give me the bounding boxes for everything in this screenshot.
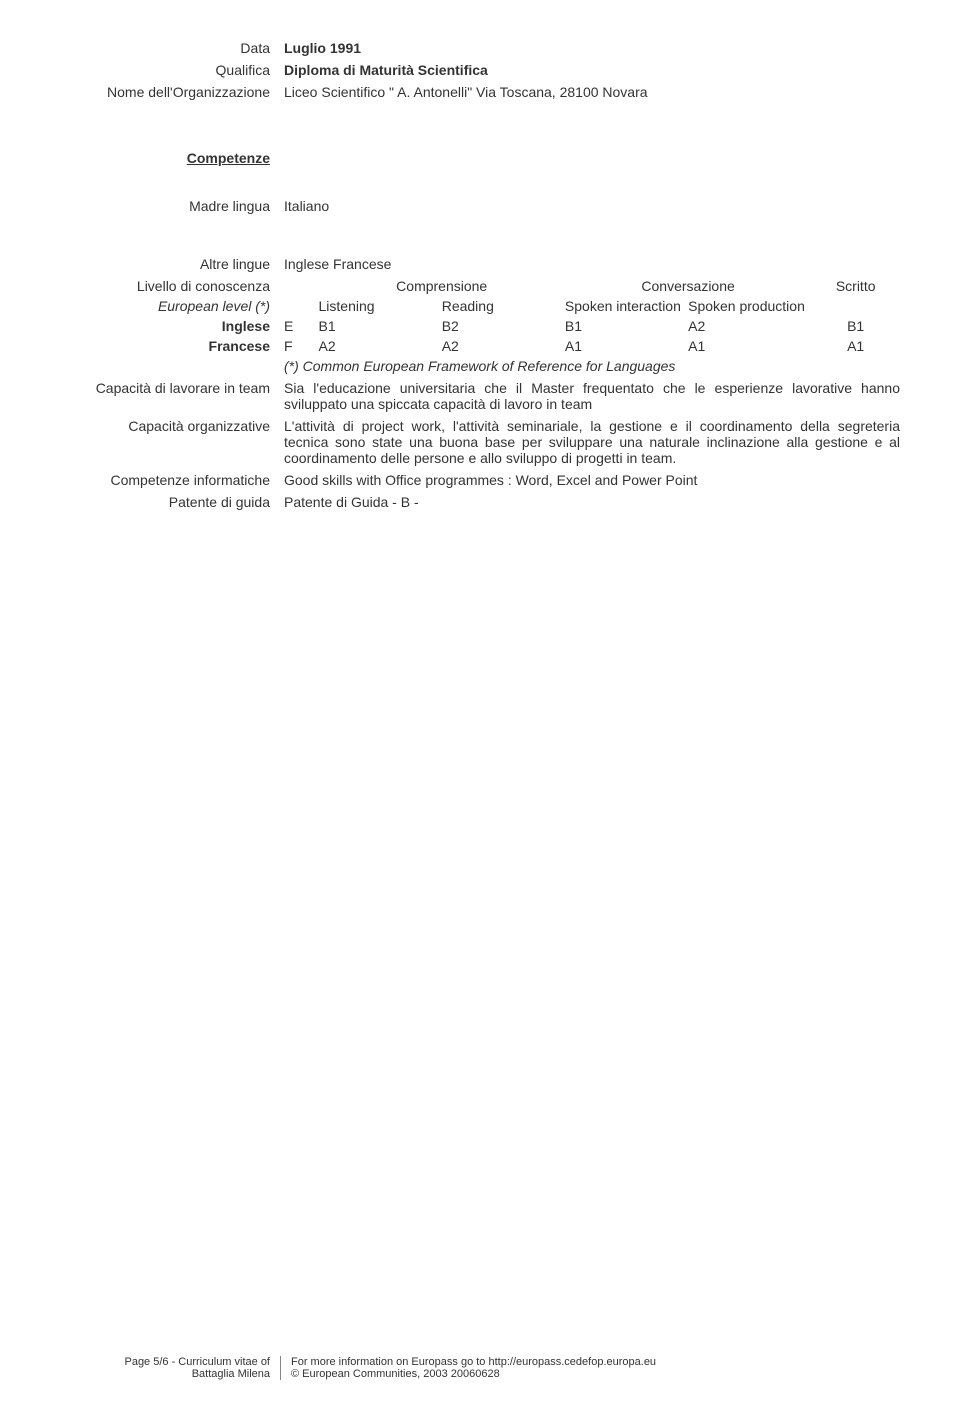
informatiche-label: Competenze informatiche	[60, 472, 284, 488]
lang-prefix: F	[284, 338, 319, 354]
cef-note-row: (*) Common European Framework of Referen…	[60, 358, 900, 374]
footer-right: For more information on Europass go to h…	[281, 1356, 656, 1380]
org-value: Liceo Scientifico " A. Antonelli" Via To…	[284, 84, 900, 100]
lang-name: Inglese	[60, 318, 284, 334]
footer-left: Page 5/6 - Curriculum vitae of Battaglia…	[60, 1356, 281, 1380]
listening-header: Listening	[319, 298, 442, 314]
lang-cell: B1	[811, 318, 900, 334]
org-block: Capacità organizzative L'attività di pro…	[60, 418, 900, 466]
data-value: Luglio 1991	[284, 40, 900, 56]
footer-name: Battaglia Milena	[60, 1368, 270, 1380]
reading-header: Reading	[442, 298, 565, 314]
footer-copyright: © European Communities, 2003 20060628	[291, 1368, 656, 1380]
competenze-heading: Competenze	[60, 106, 284, 186]
lang-cell: A1	[688, 338, 811, 354]
lang-cell: A2	[442, 338, 565, 354]
language-table: Livello di conoscenza Comprensione Conve…	[60, 278, 900, 374]
madre-lingua-row: Madre lingua Italiano	[60, 192, 900, 250]
livello-label: Livello di conoscenza	[60, 278, 284, 294]
altre-label: Altre lingue	[60, 256, 284, 272]
lang-header-1: Livello di conoscenza Comprensione Conve…	[60, 278, 900, 294]
org-cap-label: Capacità organizzative	[60, 418, 284, 466]
comprensione-header: Comprensione	[319, 278, 565, 294]
lang-row-inglese: Inglese E B1 B2 B1 A2 B1	[60, 318, 900, 334]
lang-cell: B2	[442, 318, 565, 334]
team-label: Capacità di lavorare in team	[60, 380, 284, 412]
spoken-int-header: Spoken interaction	[565, 298, 688, 314]
lang-cell: A1	[811, 338, 900, 354]
lang-name: Francese	[60, 338, 284, 354]
team-block: Capacità di lavorare in team Sia l'educa…	[60, 380, 900, 412]
patente-label: Patente di guida	[60, 494, 284, 510]
lang-cell: B1	[319, 318, 442, 334]
patente-text: Patente di Guida - B -	[284, 494, 900, 510]
org-cap-text: L'attività di project work, l'attività s…	[284, 418, 900, 466]
qualifica-value: Diploma di Maturità Scientifica	[284, 62, 900, 78]
informatiche-block: Competenze informatiche Good skills with…	[60, 472, 900, 488]
competenze-heading-row: Competenze	[60, 106, 900, 186]
page-footer: Page 5/6 - Curriculum vitae of Battaglia…	[60, 1356, 900, 1380]
qualifica-row: Qualifica Diploma di Maturità Scientific…	[60, 62, 900, 78]
lang-row-francese: Francese F A2 A2 A1 A1 A1	[60, 338, 900, 354]
lang-prefix: E	[284, 318, 319, 334]
lang-cell: A1	[565, 338, 688, 354]
european-level-label: European level (*)	[60, 298, 284, 314]
informatiche-text: Good skills with Office programmes : Wor…	[284, 472, 900, 488]
data-label: Data	[60, 40, 284, 56]
team-text: Sia l'educazione universitaria che il Ma…	[284, 380, 900, 412]
madre-value: Italiano	[284, 198, 900, 214]
lang-cell: B1	[565, 318, 688, 334]
lang-cell: A2	[319, 338, 442, 354]
footer-page: Page 5/6 - Curriculum vitae of	[60, 1356, 270, 1368]
org-label: Nome dell'Organizzazione	[60, 84, 284, 100]
qualifica-label: Qualifica	[60, 62, 284, 78]
cef-note: (*) Common European Framework of Referen…	[284, 358, 675, 374]
lang-header-2: European level (*) Listening Reading Spo…	[60, 298, 900, 314]
data-row: Data Luglio 1991	[60, 40, 900, 56]
lang-cell: A2	[688, 318, 811, 334]
footer-link: For more information on Europass go to h…	[291, 1356, 656, 1368]
org-row: Nome dell'Organizzazione Liceo Scientifi…	[60, 84, 900, 100]
madre-label: Madre lingua	[60, 198, 284, 214]
altre-value: Inglese Francese	[284, 256, 900, 272]
spoken-prod-header: Spoken production	[688, 298, 811, 314]
scritto-header: Scritto	[811, 278, 900, 294]
altre-lingue-row: Altre lingue Inglese Francese	[60, 256, 900, 272]
conversazione-header: Conversazione	[565, 278, 811, 294]
patente-block: Patente di guida Patente di Guida - B -	[60, 494, 900, 510]
